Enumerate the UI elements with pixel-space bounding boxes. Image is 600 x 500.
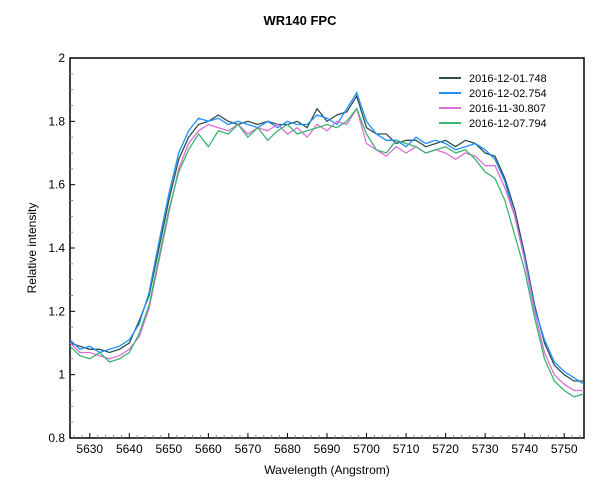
x-tick-label: 5650 bbox=[155, 442, 182, 456]
x-tick-label: 5720 bbox=[432, 442, 459, 456]
chart-title: WR140 FPC bbox=[264, 13, 338, 28]
axis-ticks: 5630 5640 5650 5660 5670 5680 5690 5700 5710 5720… bbox=[48, 51, 581, 456]
series-line-2016-12-02.754 bbox=[69, 91, 585, 385]
x-tick-label: 5690 bbox=[314, 442, 341, 456]
legend-label: 2016-12-01.748 bbox=[469, 73, 547, 85]
y-tick-label: 2 bbox=[58, 51, 65, 65]
legend: 2016-12-01.748 2016-12-02.754 2016-11-30.8… bbox=[439, 73, 547, 130]
series-line-2016-12-07.794 bbox=[69, 107, 585, 398]
series-line-2016-11-30.807 bbox=[69, 107, 584, 392]
y-tick-label: 1.8 bbox=[48, 114, 65, 128]
x-axis-label: Wavelength (Angstrom) bbox=[264, 463, 390, 477]
y-tick-label: 1 bbox=[58, 368, 65, 382]
x-tick-label: 5700 bbox=[353, 442, 380, 456]
x-tick-label: 5640 bbox=[116, 442, 143, 456]
x-tick-label: 5730 bbox=[472, 442, 499, 456]
y-tick-label: 1.4 bbox=[48, 241, 65, 255]
y-tick-label: 0.8 bbox=[48, 431, 65, 445]
y-axis-label: Relative intensity bbox=[25, 203, 39, 294]
plot-frame bbox=[69, 57, 585, 439]
series-line-2016-12-01.748 bbox=[69, 94, 584, 382]
y-tick-label: 1.2 bbox=[48, 304, 65, 318]
y-tick-label: 1.6 bbox=[48, 178, 65, 192]
x-tick-label: 5670 bbox=[235, 442, 262, 456]
legend-label: 2016-12-02.754 bbox=[469, 88, 547, 100]
x-tick-label: 5680 bbox=[274, 442, 301, 456]
legend-label: 2016-12-07.794 bbox=[469, 118, 547, 130]
legend-label: 2016-11-30.807 bbox=[469, 103, 546, 115]
x-tick-label: 5710 bbox=[393, 442, 420, 456]
x-tick-label: 5630 bbox=[76, 442, 103, 456]
x-tick-label: 5660 bbox=[195, 442, 222, 456]
series-lines bbox=[69, 91, 585, 398]
x-tick-label: 5750 bbox=[551, 442, 578, 456]
x-tick-label: 5740 bbox=[511, 442, 538, 456]
